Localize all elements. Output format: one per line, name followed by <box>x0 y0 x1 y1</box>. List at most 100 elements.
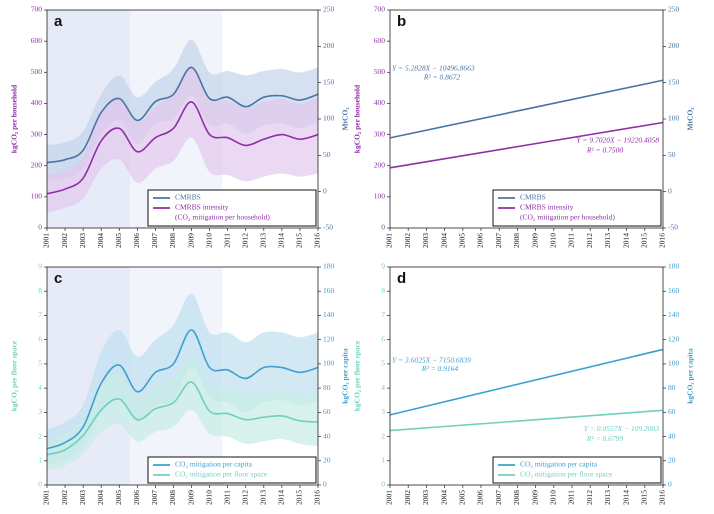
y-tick-label: 500 <box>31 67 43 76</box>
y2-tick-label: 60 <box>323 407 331 416</box>
y-tick-label: 1 <box>38 455 42 464</box>
y2-tick-label: 140 <box>668 310 680 319</box>
x-tick-label: 2015 <box>295 233 304 248</box>
x-tick-label: 2005 <box>114 490 123 505</box>
annotation: R² = 0.7500 <box>586 145 624 154</box>
x-tick-label: 2014 <box>277 233 286 248</box>
annotation: R² = 0.9164 <box>421 364 459 373</box>
y2-tick-label: 100 <box>668 359 680 368</box>
x-tick-label: 2016 <box>658 490 667 505</box>
legend-label: CO₂ mitigation per floor space <box>175 470 268 479</box>
y-axis-title: kgCO₂ per household <box>353 84 362 153</box>
x-tick-label: 2011 <box>567 490 576 505</box>
x-tick-label: 2003 <box>421 233 430 248</box>
series-line <box>46 66 319 164</box>
legend-label: (CO₂ mitigation per household) <box>520 213 615 222</box>
y-tick-label: 7 <box>381 310 385 319</box>
plot-frame <box>389 266 664 486</box>
y2-tick-label: 250 <box>668 5 680 14</box>
y2-tick-label: 200 <box>668 41 680 50</box>
y2-axis-title: kgCO₂ per capita <box>686 348 695 404</box>
x-tick-label: 2001 <box>42 233 51 248</box>
x-tick-label: 2010 <box>204 233 213 248</box>
y-tick-label: 300 <box>374 129 386 138</box>
x-tick-label: 2014 <box>277 490 286 505</box>
x-tick-label: 2008 <box>512 490 521 505</box>
y-tick-label: 8 <box>38 286 42 295</box>
y2-tick-label: 0 <box>668 480 672 489</box>
y-axis-title: kgCO₂ per floor space <box>10 340 19 411</box>
x-tick-label: 2008 <box>512 233 521 248</box>
x-tick-label: 2011 <box>567 233 576 248</box>
y-tick-label: 6 <box>381 334 385 343</box>
x-tick-label: 2016 <box>313 490 322 505</box>
y2-tick-label: 80 <box>323 383 331 392</box>
y-tick-label: 200 <box>31 160 43 169</box>
x-tick-label: 2007 <box>494 490 503 505</box>
x-tick-label: 2004 <box>439 233 448 248</box>
legend-label: CMRBS intensity <box>520 203 574 212</box>
legend-label: CMRBS <box>175 193 201 202</box>
x-tick-label: 2008 <box>168 233 177 248</box>
y-tick-label: 8 <box>381 286 385 295</box>
x-tick-label: 2015 <box>295 490 304 505</box>
y2-tick-label: 20 <box>668 455 676 464</box>
x-tick-label: 2001 <box>385 233 394 248</box>
y2-tick-label: 40 <box>668 431 676 440</box>
x-tick-label: 2016 <box>658 233 667 248</box>
uncertainty-band <box>47 356 318 471</box>
annotation: Y = 3.6025X − 7150.6839 <box>392 355 471 364</box>
y2-tick-label: 80 <box>668 383 676 392</box>
y2-tick-label: -50 <box>668 223 678 232</box>
y2-tick-label: 180 <box>668 262 680 271</box>
y-tick-label: 100 <box>374 192 386 201</box>
series-line <box>389 79 664 139</box>
x-tick-label: 2004 <box>439 490 448 505</box>
x-tick-label: 2003 <box>421 490 430 505</box>
legend-box <box>492 189 662 227</box>
x-tick-label: 2003 <box>78 490 87 505</box>
y2-tick-label: 140 <box>323 310 335 319</box>
y2-tick-label: 120 <box>323 334 335 343</box>
uncertainty-band <box>47 39 318 182</box>
x-tick-label: 2007 <box>494 233 503 248</box>
y2-tick-label: 150 <box>668 77 680 86</box>
y-tick-label: 300 <box>31 129 43 138</box>
panel-label: a <box>54 13 63 30</box>
y2-tick-label: 200 <box>323 41 335 50</box>
x-tick-label: 2005 <box>458 233 467 248</box>
x-tick-label: 2014 <box>621 233 630 248</box>
x-tick-label: 2004 <box>96 233 105 248</box>
x-tick-label: 2009 <box>530 233 539 248</box>
x-tick-label: 2001 <box>42 490 51 505</box>
x-tick-label: 2006 <box>132 233 141 248</box>
y-tick-label: 600 <box>31 36 43 45</box>
annotation: R² = 0.8672 <box>423 72 461 81</box>
y2-tick-label: 100 <box>323 359 335 368</box>
y2-tick-label: 0 <box>668 186 672 195</box>
y-tick-label: 4 <box>38 383 42 392</box>
legend-label: CMRBS intensity <box>175 203 229 212</box>
annotation: R² = 0.6799 <box>586 434 624 443</box>
legend-box <box>492 456 662 484</box>
y-tick-label: 100 <box>31 192 43 201</box>
y-tick-label: 500 <box>374 67 386 76</box>
y-tick-label: 5 <box>38 359 42 368</box>
y-tick-label: 4 <box>381 383 385 392</box>
uncertainty-band <box>47 66 318 213</box>
annotation: Y = 9.7020X − 19220.4058 <box>576 136 659 145</box>
x-tick-label: 2014 <box>621 490 630 505</box>
y-tick-label: 0 <box>381 480 385 489</box>
x-tick-label: 2011 <box>222 490 231 505</box>
panel-label: b <box>397 13 406 30</box>
y-tick-label: 3 <box>381 407 385 416</box>
y-tick-label: 0 <box>381 223 385 232</box>
y2-axis-title: MtCO₂ <box>686 107 695 131</box>
y2-tick-label: 180 <box>323 262 335 271</box>
x-tick-label: 2013 <box>259 490 268 505</box>
y2-tick-label: 0 <box>323 186 327 195</box>
x-tick-label: 2016 <box>313 233 322 248</box>
x-tick-label: 2009 <box>530 490 539 505</box>
x-tick-label: 2005 <box>114 233 123 248</box>
x-tick-label: 2010 <box>204 490 213 505</box>
